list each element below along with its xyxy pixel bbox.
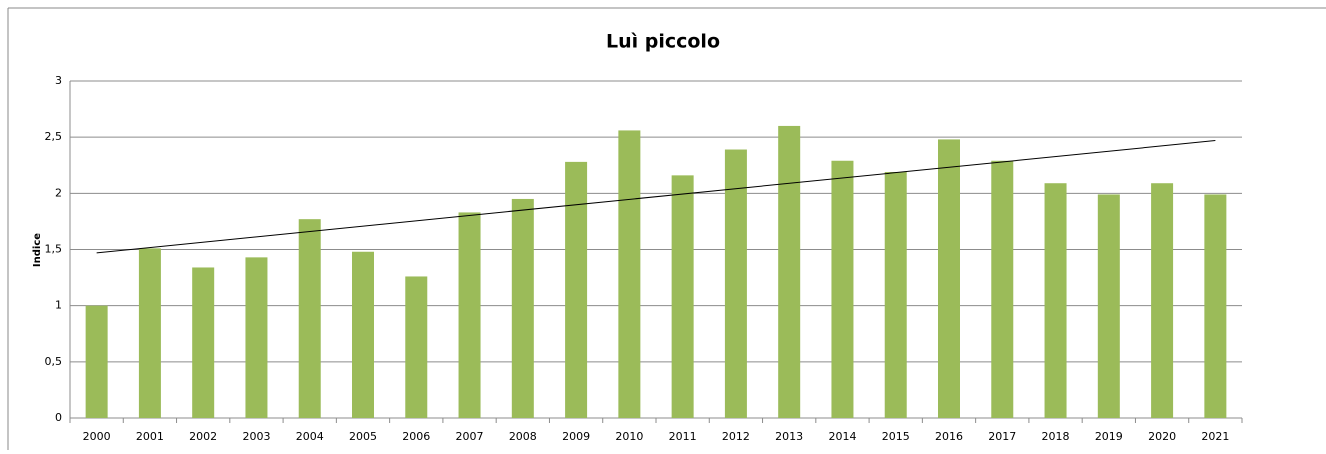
y-tick-label: 2 bbox=[55, 186, 62, 199]
bar bbox=[724, 149, 747, 419]
bar bbox=[245, 257, 268, 418]
x-tick-label: 2006 bbox=[402, 430, 430, 443]
x-tick-label: 2007 bbox=[456, 430, 484, 443]
bar bbox=[565, 161, 588, 418]
x-tick-label: 2021 bbox=[1201, 430, 1229, 443]
x-tick-label: 2010 bbox=[615, 430, 643, 443]
x-tick-label: 2003 bbox=[242, 430, 270, 443]
bar bbox=[778, 125, 801, 418]
y-tick-label: 1,5 bbox=[45, 243, 63, 256]
bar bbox=[352, 251, 374, 418]
x-tick-label: 2017 bbox=[988, 430, 1016, 443]
y-tick-label: 0 bbox=[55, 411, 62, 424]
bar bbox=[511, 198, 534, 418]
x-tick-label: 2004 bbox=[296, 430, 324, 443]
x-tick-label: 2016 bbox=[935, 430, 963, 443]
bar bbox=[1151, 183, 1174, 418]
bar bbox=[938, 139, 960, 418]
x-tick-label: 2008 bbox=[509, 430, 537, 443]
x-tick-label: 2013 bbox=[775, 430, 803, 443]
x-tick-label: 2011 bbox=[669, 430, 697, 443]
y-tick-label: 0,5 bbox=[45, 355, 63, 368]
bar bbox=[85, 305, 108, 418]
bar bbox=[1097, 194, 1120, 418]
bar bbox=[1204, 194, 1227, 418]
bar bbox=[405, 276, 428, 418]
bar bbox=[1044, 183, 1067, 418]
y-tick-label: 3 bbox=[55, 74, 62, 87]
x-tick-label: 2014 bbox=[828, 430, 856, 443]
x-tick-label: 2015 bbox=[882, 430, 910, 443]
y-tick-label: 1 bbox=[55, 299, 62, 312]
bar bbox=[138, 248, 161, 418]
x-tick-label: 2020 bbox=[1148, 430, 1176, 443]
y-tick-label: 2,5 bbox=[45, 130, 63, 143]
x-tick-label: 2001 bbox=[136, 430, 164, 443]
bar bbox=[618, 130, 641, 418]
x-tick-label: 2005 bbox=[349, 430, 377, 443]
x-tick-label: 2002 bbox=[189, 430, 217, 443]
x-tick-label: 2018 bbox=[1042, 430, 1070, 443]
x-tick-label: 2000 bbox=[83, 430, 111, 443]
x-tick-label: 2009 bbox=[562, 430, 590, 443]
x-tick-label: 2019 bbox=[1095, 430, 1123, 443]
trend-line bbox=[96, 140, 1216, 254]
y-axis-label: Indice bbox=[32, 233, 43, 267]
chart-title: Luì piccolo bbox=[606, 31, 720, 53]
bar bbox=[831, 160, 854, 419]
bar bbox=[991, 160, 1014, 419]
bar bbox=[458, 212, 481, 418]
bar bbox=[884, 171, 907, 418]
bar bbox=[671, 175, 694, 418]
x-tick-label: 2012 bbox=[722, 430, 750, 443]
bar bbox=[192, 267, 215, 418]
bar bbox=[298, 219, 321, 418]
